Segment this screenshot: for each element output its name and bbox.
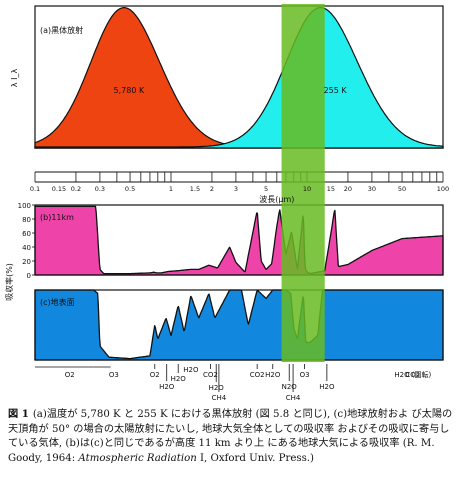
gas-label: CO2 (203, 371, 218, 379)
gas-label: CH4 (212, 394, 227, 402)
panel-c-title: (c)地表面 (40, 297, 75, 307)
axis-tick-label: 1 (169, 185, 173, 193)
gas-label: H2O (209, 384, 225, 392)
axis-tick-label: 1.5 (190, 185, 200, 193)
axis-tick-label: 30 (368, 185, 376, 193)
gas-label: O2 (150, 371, 160, 379)
axis-tick-label: 20 (344, 185, 352, 193)
gas-label: H2O (265, 371, 281, 379)
absorption-figure: 5,780 K 255 K (a)黒体放射 λ I_λ 0.1 0.15 0.2 0.3 0.5… (4, 4, 449, 402)
gas-label: H2O (171, 375, 187, 383)
gas-label: N2O (282, 383, 298, 391)
atmospheric-window-band (281, 4, 325, 362)
caption-publisher: I, Oxford Univ. Press.) (200, 452, 315, 464)
gas-label: CO2 (250, 371, 265, 379)
panel-a-title: (a)黒体放射 (40, 25, 83, 35)
axis-title: 波長(μm) (259, 194, 294, 204)
caption-number: 図 1 (8, 408, 29, 420)
axis-tick-label: 0.1 (30, 185, 40, 193)
axis-tick-label: 15 (327, 185, 335, 193)
panel-c-frame (34, 289, 444, 361)
panel-b-frame (34, 204, 444, 276)
gas-label: O3 (109, 371, 119, 379)
axis-tick-label: 0.5 (125, 185, 135, 193)
caption-book-title: Atmospheric Radiation (78, 452, 197, 464)
gas-label: O2 (65, 371, 75, 379)
gas-label: CO2 (405, 371, 420, 379)
axis-tick-label: 5 (264, 185, 268, 193)
axis-tick-label: 3 (234, 185, 238, 193)
gas-label: CH4 (286, 394, 301, 402)
panel-b-ytick: 60 (22, 230, 31, 238)
caption-text: (a)温度が 5,780 K と 255 K における黒体放射 (図 5.8 と… (8, 409, 453, 464)
panel-c-absorption-area (34, 289, 444, 361)
gas-label: H2O (159, 383, 175, 391)
blackbody-label-sun: 5,780 K (114, 86, 145, 95)
blackbody-curve-255K (34, 6, 444, 149)
gas-label: H2O (183, 366, 199, 374)
gas-label: H2O (319, 383, 335, 391)
axis-tick-label: 0.2 (71, 185, 81, 193)
figure-caption: 図 1 (a)温度が 5,780 K と 255 K における黒体放射 (図 5.… (8, 407, 453, 466)
panel-b-ytick: 40 (22, 244, 31, 252)
gas-label: H2O (回転) (394, 371, 431, 379)
blackbody-label-earth: 255 K (324, 86, 348, 95)
axis-tick-label: 2 (210, 185, 214, 193)
panel-a-ylabel: λ I_λ (10, 69, 19, 88)
panel-b-ytick: 80 (22, 216, 31, 224)
panel-b-ytick: 0 (27, 272, 31, 280)
panel-b-ylabel: 吸収率(%) (4, 263, 14, 301)
axis-tick-label: 0.3 (95, 185, 105, 193)
axis-tick-label: 50 (398, 185, 406, 193)
panel-b-ytick: 20 (22, 258, 31, 266)
axis-tick-label: 100 (437, 185, 449, 193)
panel-b-title: (b)11km (40, 213, 74, 222)
axis-tick-label: 10 (303, 185, 311, 193)
gas-label: O3 (300, 371, 310, 379)
panel-b-ytick: 100 (18, 202, 31, 210)
panel-b-absorption-area (34, 205, 444, 276)
axis-tick-label: 0.15 (52, 185, 66, 193)
